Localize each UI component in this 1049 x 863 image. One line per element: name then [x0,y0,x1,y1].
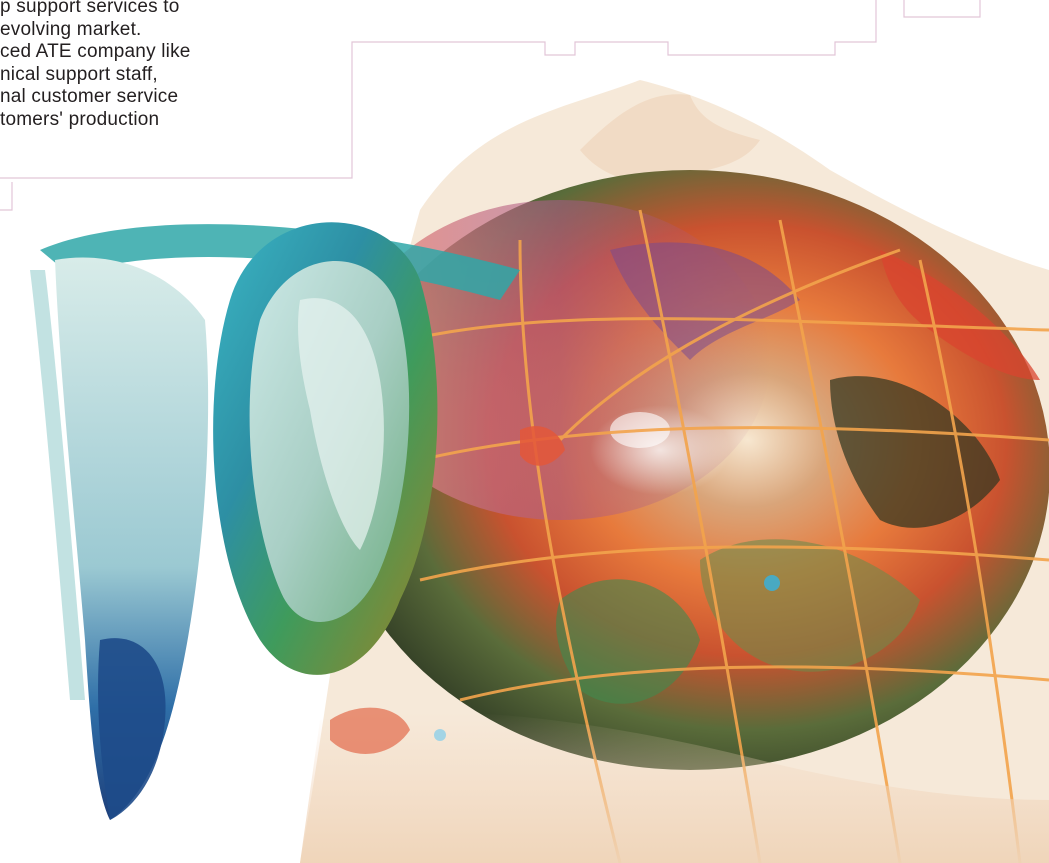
text-line: nical support staff, [0,63,158,85]
globe-grid [339,209,1049,863]
text-line: nal customer service [0,86,179,107]
text-line: tomers' production [0,108,160,130]
body-text-excerpt: p support services to evolving market. c… [0,0,300,131]
globe-stand [30,257,209,820]
globe-sphere [330,170,1049,770]
text-line: evolving market. [0,18,142,40]
text-line: ced ATE company like [0,41,191,62]
frame-lines [0,0,981,211]
text-line: p support services to [0,0,180,17]
globe-ring [40,222,520,675]
